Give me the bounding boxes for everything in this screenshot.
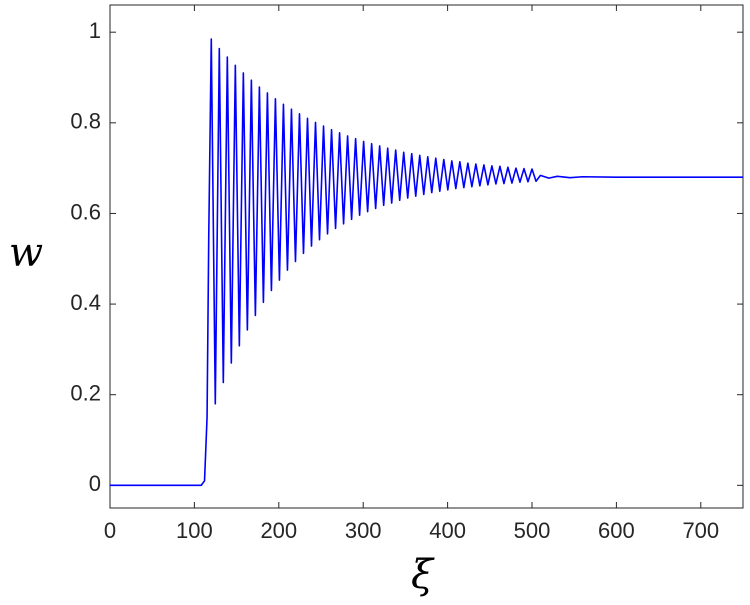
y-tick-label: 1 xyxy=(89,18,101,43)
x-tick-label: 700 xyxy=(682,518,719,543)
data-line xyxy=(110,38,743,487)
y-tick-label: 0.6 xyxy=(70,199,101,224)
x-tick-label: 500 xyxy=(514,518,551,543)
x-tick-label: 100 xyxy=(176,518,213,543)
x-tick-label: 600 xyxy=(598,518,635,543)
y-tick-label: 0 xyxy=(89,471,101,496)
y-axis-label: w xyxy=(9,230,43,276)
plot-frame xyxy=(109,4,744,509)
x-tick-label: 0 xyxy=(104,518,116,543)
x-tick-label: 200 xyxy=(260,518,297,543)
x-tick-label: 300 xyxy=(345,518,382,543)
y-tick-label: 0.8 xyxy=(70,109,101,134)
y-tick-label: 0.2 xyxy=(70,381,101,406)
y-tick-label: 0.4 xyxy=(70,290,101,315)
x-tick-label: 400 xyxy=(429,518,466,543)
x-axis-label: ξ xyxy=(411,552,435,598)
